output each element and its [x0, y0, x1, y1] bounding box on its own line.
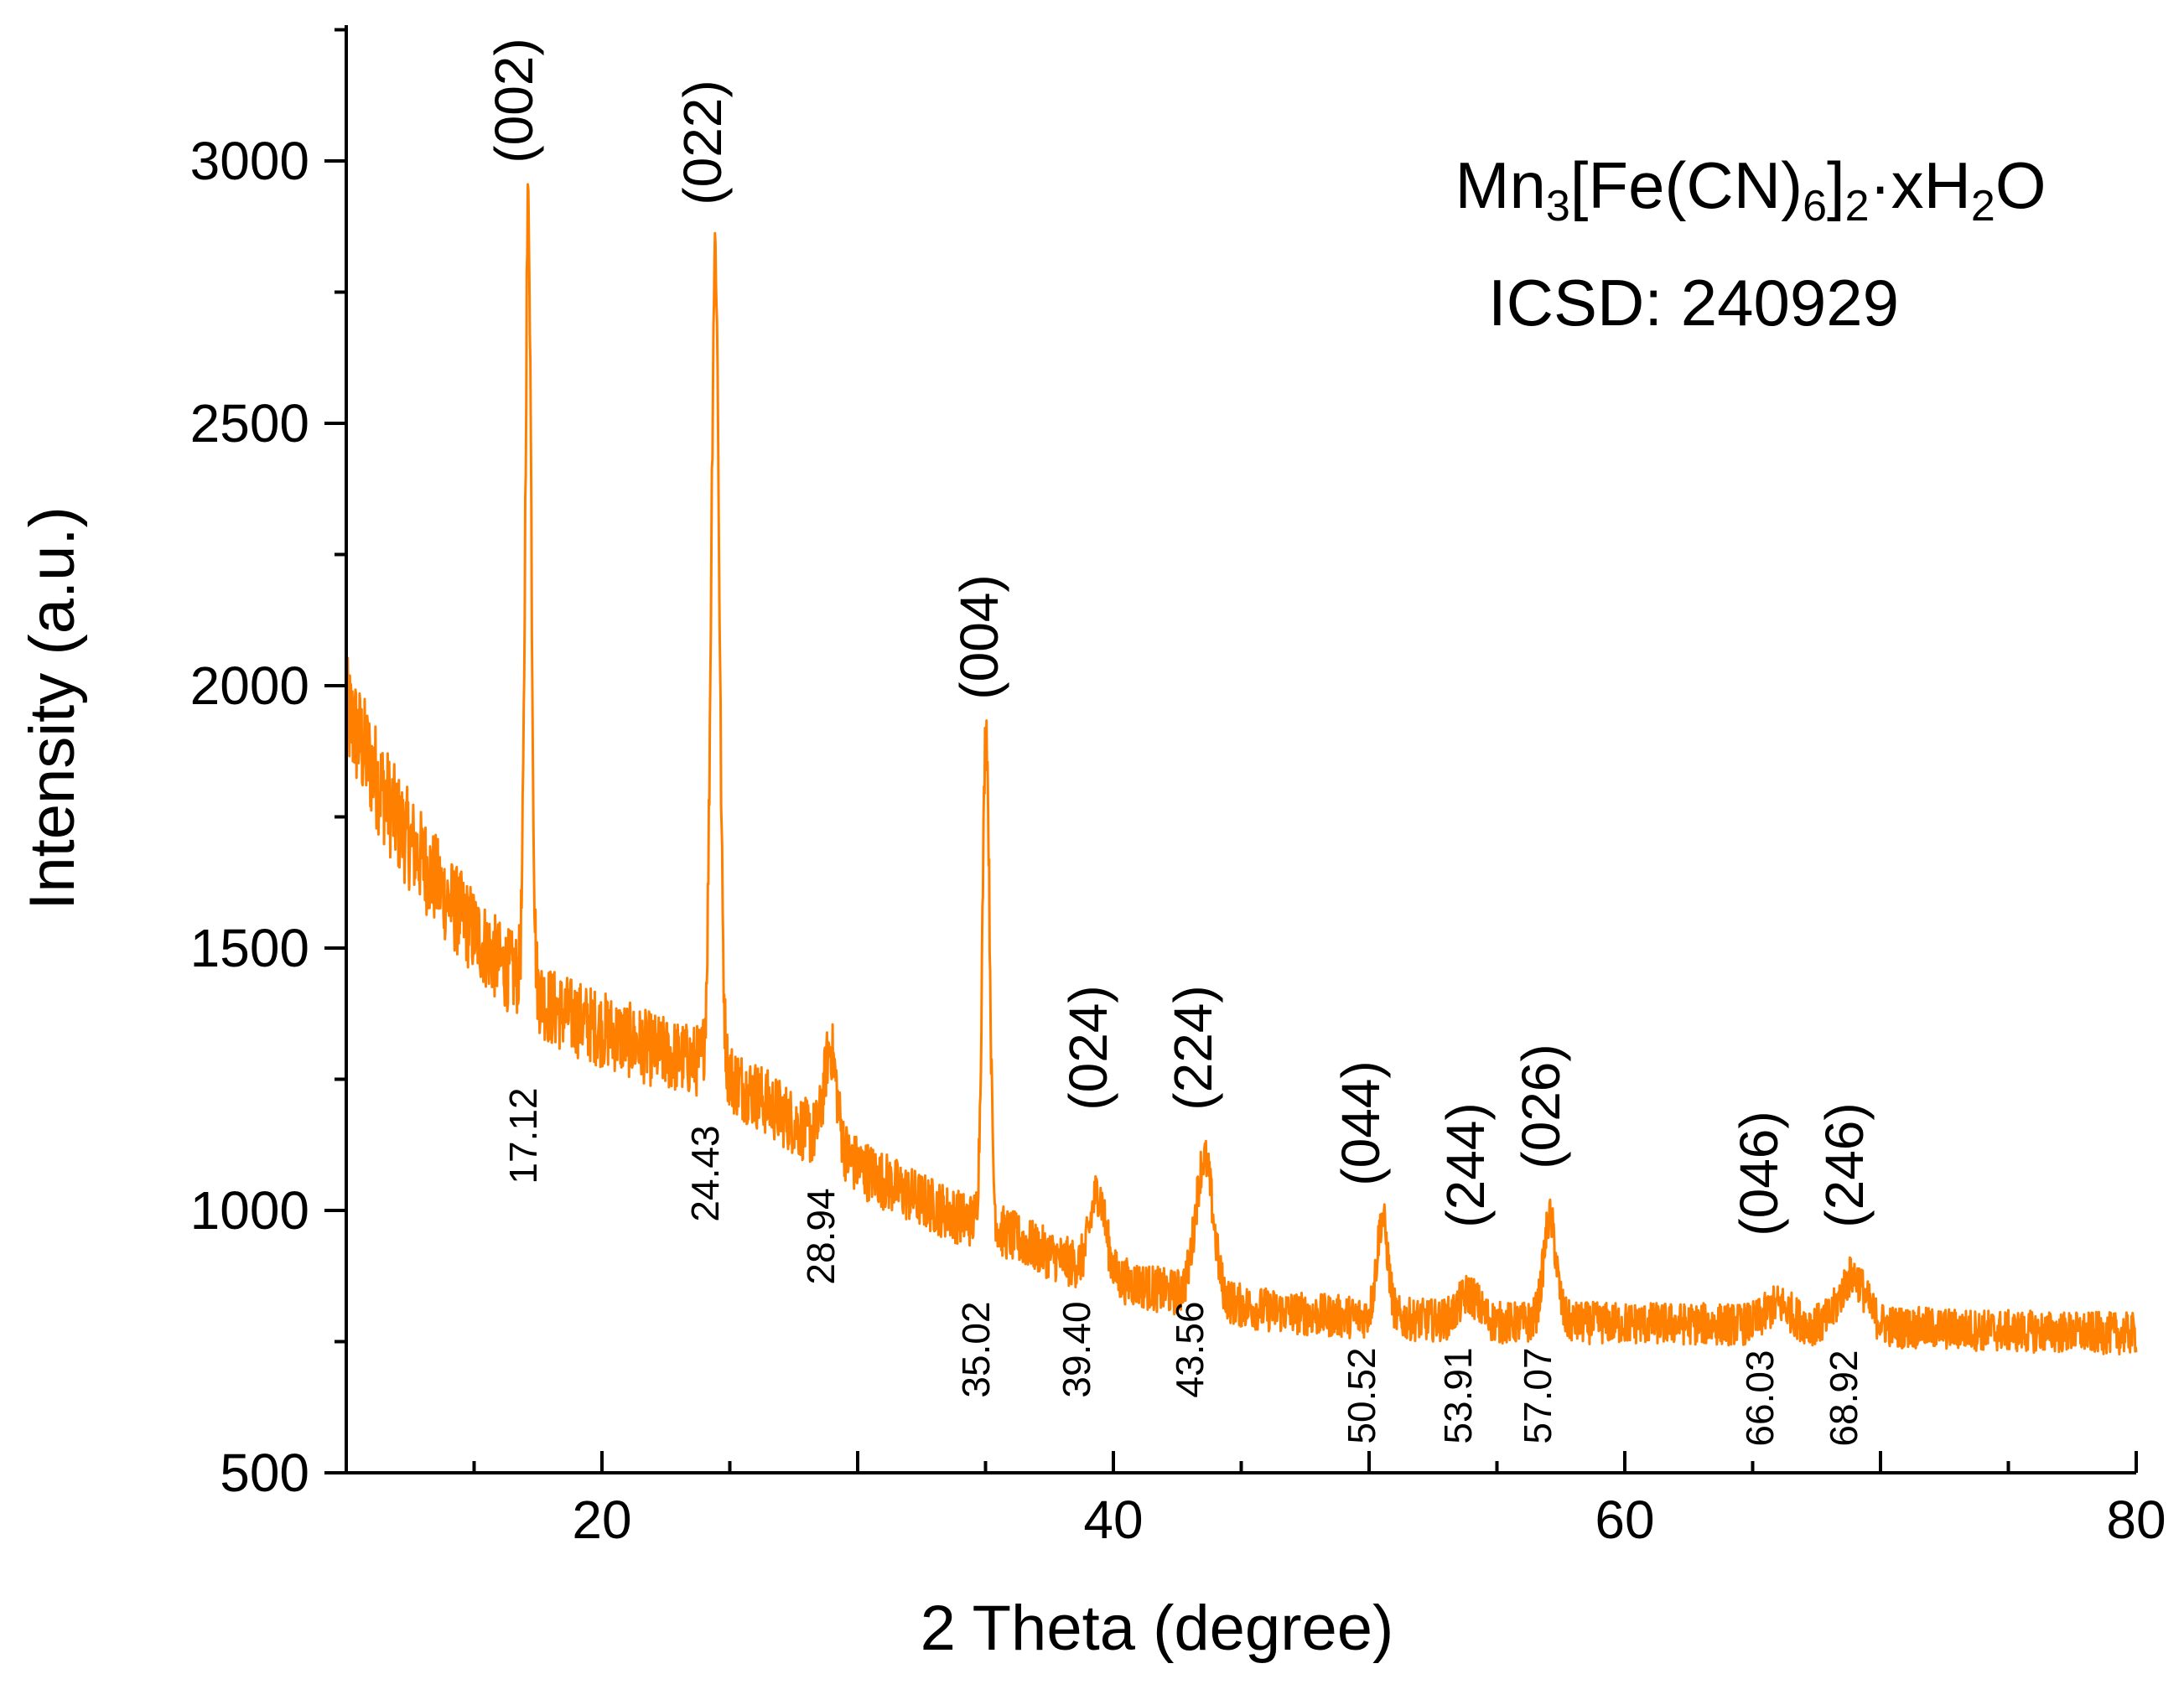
plot-area — [345, 183, 2138, 1355]
x-tick-label: 80 — [2106, 1490, 2166, 1550]
axes — [345, 25, 2136, 1474]
y-tick-label: 1500 — [190, 918, 309, 978]
y-tick-label: 2000 — [190, 656, 309, 716]
x-axis-ticks: 20 40 60 80 — [345, 1451, 2166, 1550]
peak-hkl-label: (022) — [672, 80, 733, 205]
formula-annotation: Mn3[Fe(CN)6]2·xH2O ICSD: 240929 — [1455, 148, 2046, 339]
peak-hkl-label: (224) — [1163, 985, 1223, 1110]
y-tick-label: 1000 — [190, 1180, 309, 1241]
y-tick-label: 3000 — [190, 131, 309, 191]
peak-position-label: 28.94 — [799, 1188, 843, 1284]
xrd-pattern-line — [345, 183, 2138, 1355]
peak-position-label: 24.43 — [683, 1125, 727, 1221]
peak-labels: (002) 17.12 (022) 24.43 28.94 (004) 35.02 (024)… — [484, 38, 1875, 1446]
peak-hkl-label: (026) — [1511, 1044, 1571, 1169]
x-tick-label: 20 — [572, 1490, 631, 1550]
peak-position-label: 57.07 — [1516, 1347, 1559, 1443]
y-axis-ticks: 500 1000 1500 2000 2500 3000 — [190, 28, 346, 1503]
peak-hkl-label: (004) — [949, 574, 1009, 699]
peak-position-label: 35.02 — [954, 1301, 998, 1397]
peak-hkl-label: (044) — [1331, 1060, 1391, 1185]
formula-label: Mn3[Fe(CN)6]2·xH2O — [1455, 148, 2046, 231]
peak-position-label: 39.40 — [1055, 1301, 1098, 1397]
peak-position-label: 66.03 — [1738, 1350, 1782, 1446]
icsd-label: ICSD: 240929 — [1488, 266, 1899, 339]
x-tick-label: 60 — [1595, 1490, 1654, 1550]
peak-hkl-label: (002) — [484, 38, 544, 163]
x-tick-label: 40 — [1083, 1490, 1143, 1550]
y-tick-label: 2500 — [190, 393, 309, 453]
y-axis-title: Intensity (a.u.) — [17, 506, 88, 910]
peak-hkl-label: (024) — [1058, 985, 1118, 1110]
peak-hkl-label: (046) — [1729, 1111, 1789, 1236]
x-axis-title: 2 Theta (degree) — [921, 1593, 1394, 1664]
peak-position-label: 50.52 — [1340, 1347, 1383, 1443]
peak-hkl-label: (246) — [1814, 1102, 1875, 1227]
peak-position-label: 68.92 — [1822, 1350, 1865, 1446]
y-tick-label: 500 — [220, 1443, 309, 1503]
peak-position-label: 53.91 — [1436, 1347, 1480, 1443]
peak-position-label: 17.12 — [501, 1087, 545, 1184]
peak-hkl-label: (244) — [1435, 1102, 1496, 1227]
peak-position-label: 43.56 — [1168, 1301, 1211, 1397]
